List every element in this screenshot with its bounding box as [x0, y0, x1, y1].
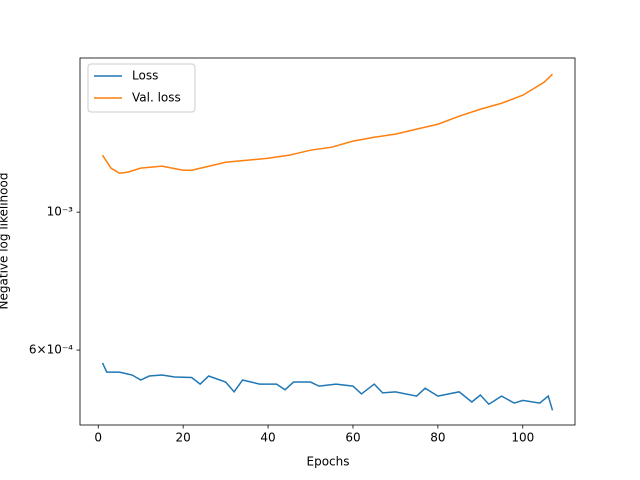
x-tick-label: 60: [345, 431, 360, 445]
series-line: [101, 362, 554, 411]
legend-label: Val. loss: [132, 91, 181, 105]
x-axis-label: Epochs: [307, 455, 350, 469]
legend-label: Loss: [132, 69, 158, 83]
series-line: [101, 73, 554, 175]
y-tick-label: 6×10⁻⁴: [29, 343, 73, 357]
y-tick-label: 10⁻³: [47, 205, 74, 219]
x-tick-label: 80: [430, 431, 445, 445]
x-tick-label: 0: [94, 431, 102, 445]
x-tick-label: 100: [511, 431, 534, 445]
x-tick-label: 40: [260, 431, 275, 445]
y-axis-label: Negative log likelihood: [0, 173, 11, 310]
x-tick-label: 20: [176, 431, 191, 445]
plot-frame: [79, 57, 576, 426]
